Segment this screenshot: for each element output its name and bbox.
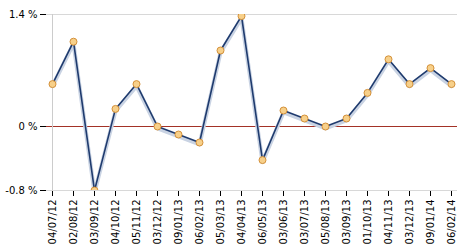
svg-text:04/04/13: 04/04/13 xyxy=(236,200,247,245)
svg-text:06/05/13: 06/05/13 xyxy=(257,200,268,245)
svg-text:02/08/12: 02/08/12 xyxy=(68,200,79,245)
svg-text:03/12/13: 03/12/13 xyxy=(404,200,415,245)
svg-text:1.4 %: 1.4 % xyxy=(9,9,38,20)
svg-text:09/01/13: 09/01/13 xyxy=(173,200,184,245)
svg-text:06/02/13: 06/02/13 xyxy=(194,200,205,245)
svg-text:03/09/13: 03/09/13 xyxy=(341,200,352,245)
svg-text:03/09/12: 03/09/12 xyxy=(89,200,100,245)
svg-text:05/11/12: 05/11/12 xyxy=(131,200,142,245)
svg-text:06/02/14: 06/02/14 xyxy=(446,200,457,245)
svg-text:0 %: 0 % xyxy=(18,121,37,132)
svg-text:03/06/13: 03/06/13 xyxy=(278,200,289,245)
svg-text:04/11/13: 04/11/13 xyxy=(383,200,394,245)
svg-text:05/03/13: 05/03/13 xyxy=(215,200,226,245)
svg-text:05/08/13: 05/08/13 xyxy=(320,200,331,245)
svg-text:-0.8 %: -0.8 % xyxy=(5,185,37,196)
svg-text:03/12/12: 03/12/12 xyxy=(152,200,163,245)
svg-text:04/07/12: 04/07/12 xyxy=(47,200,58,245)
svg-text:09/01/14: 09/01/14 xyxy=(425,200,436,245)
svg-text:04/10/12: 04/10/12 xyxy=(110,200,121,245)
svg-text:03/07/13: 03/07/13 xyxy=(299,200,310,245)
svg-text:01/10/13: 01/10/13 xyxy=(362,200,373,245)
